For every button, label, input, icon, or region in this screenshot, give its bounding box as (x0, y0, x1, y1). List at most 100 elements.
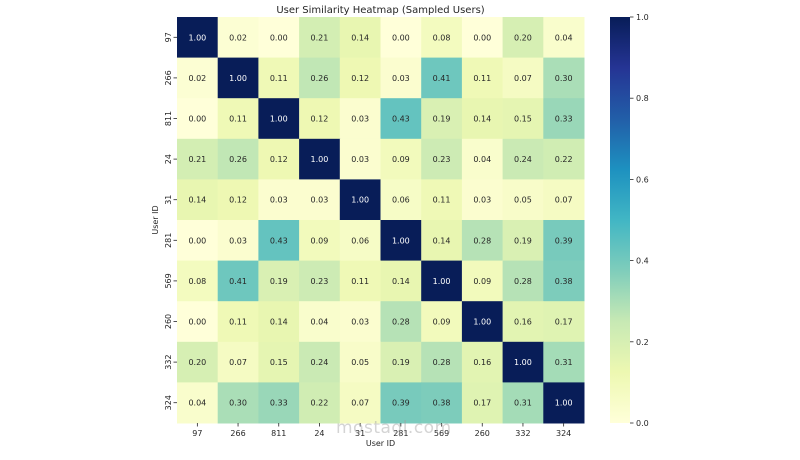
heatmap-cell (299, 260, 341, 302)
colorbar (610, 17, 630, 423)
cell-value-label: 0.28 (392, 318, 410, 327)
x-axis-label: User ID (366, 439, 395, 448)
heatmap-cell (421, 138, 463, 180)
cell-value-label: 0.14 (433, 236, 451, 245)
heatmap-cell (380, 301, 422, 343)
heatmap-cell (177, 301, 219, 343)
x-tick-label: 324 (556, 429, 571, 438)
cell-value-label: 0.20 (188, 358, 206, 367)
heatmap-cell (258, 301, 300, 343)
y-tick-label: 31 (164, 195, 173, 205)
cell-value-label: 0.41 (433, 74, 451, 83)
cell-value-label: 0.24 (514, 155, 532, 164)
cell-value-label: 1.00 (311, 155, 329, 164)
cell-value-label: 0.15 (514, 115, 532, 124)
heatmap-cell (258, 17, 300, 59)
y-tick-label: 332 (164, 354, 173, 369)
cell-value-label: 0.14 (473, 115, 491, 124)
heatmap-cell (543, 138, 585, 180)
heatmap-cell (339, 138, 381, 180)
cell-value-label: 1.00 (473, 318, 491, 327)
cell-value-label: 0.39 (555, 236, 573, 245)
heatmap-cell (258, 138, 300, 180)
heatmap-cell (502, 57, 544, 99)
heatmap-cell (461, 57, 504, 99)
cell-value-label: 0.22 (311, 399, 329, 408)
heatmap-cell (502, 17, 544, 59)
y-axis-ticks: 97 266 811 24 31 281 569 260 332 324 (164, 32, 177, 410)
heatmap-cell (380, 382, 422, 424)
cell-value-label: 0.23 (433, 155, 451, 164)
cell-value-label: 0.06 (392, 196, 410, 205)
cell-value-label: 0.12 (270, 155, 288, 164)
heatmap-cell (421, 57, 463, 99)
heatmap-cell (502, 382, 544, 424)
heatmap-cell (461, 382, 504, 424)
heatmap-cell (299, 179, 341, 221)
cell-value-label: 0.03 (351, 155, 369, 164)
cell-value-label: 0.00 (188, 115, 206, 124)
cell-value-label: 0.28 (473, 236, 491, 245)
heatmap-cell (543, 301, 585, 343)
heatmap-cell (217, 382, 259, 424)
cell-value-label: 0.02 (188, 74, 206, 83)
cell-value-label: 0.02 (229, 33, 247, 42)
cell-value-label: 0.41 (229, 277, 247, 286)
heatmap-cell (299, 57, 341, 99)
cell-value-label: 0.17 (555, 318, 573, 327)
cell-value-label: 1.00 (433, 277, 451, 286)
cell-value-label: 0.09 (392, 155, 410, 164)
y-tick-label: 266 (164, 70, 173, 85)
cell-value-label: 0.09 (311, 236, 329, 245)
heatmap-cell (543, 17, 585, 59)
heatmap-cell (380, 57, 422, 99)
colorbar-tick-label: 1.0 (636, 13, 649, 22)
heatmap-cell (217, 98, 259, 140)
cell-value-label: 0.00 (188, 318, 206, 327)
colorbar-tick-label: 0.6 (636, 175, 649, 184)
heatmap-cell (543, 260, 585, 302)
cell-value-label: 0.17 (473, 399, 491, 408)
cell-value-label: 0.31 (555, 358, 573, 367)
y-tick-label: 97 (164, 32, 173, 42)
heatmap-cell (177, 220, 219, 262)
cell-value-label: 0.19 (270, 277, 288, 286)
heatmap-cell (461, 17, 504, 59)
heatmap-cell (380, 341, 422, 383)
heatmap-cell (380, 179, 422, 221)
y-axis-label: User ID (151, 205, 160, 234)
x-tick-label: 31 (355, 429, 365, 438)
heatmap-cell (339, 382, 381, 424)
cell-value-label: 0.38 (555, 277, 573, 286)
heatmap-cells: 1.00 0.02 0.00 0.21 0.14 0.00 0.08 0.00 0.20 0.04… (177, 17, 585, 424)
heatmap-cell (177, 382, 219, 424)
cell-value-label: 0.19 (392, 358, 410, 367)
cell-value-label: 0.03 (351, 318, 369, 327)
cell-value-label: 0.14 (351, 33, 369, 42)
cell-value-label: 0.16 (514, 318, 532, 327)
heatmap-cell (543, 220, 585, 262)
cell-value-label: 0.22 (555, 155, 573, 164)
cell-value-label: 0.03 (229, 236, 247, 245)
heatmap-cell (380, 220, 422, 262)
cell-value-label: 1.00 (351, 196, 369, 205)
cell-value-label: 0.04 (311, 318, 329, 327)
cell-value-label: 0.19 (514, 236, 532, 245)
heatmap-cell (502, 341, 544, 383)
heatmap-cell (421, 301, 463, 343)
x-tick-label: 24 (314, 429, 324, 438)
cell-value-label: 0.26 (311, 74, 329, 83)
colorbar-tick-label: 0.2 (636, 338, 649, 347)
x-tick-label: 811 (271, 429, 286, 438)
heatmap-cell (461, 98, 504, 140)
cell-value-label: 0.05 (351, 358, 369, 367)
cell-value-label: 0.00 (270, 33, 288, 42)
y-tick-label: 811 (164, 111, 173, 126)
heatmap-cell (543, 179, 585, 221)
cell-value-label: 0.04 (188, 399, 206, 408)
cell-value-label: 0.39 (392, 399, 410, 408)
heatmap-cell (299, 341, 341, 383)
heatmap-cell (339, 260, 381, 302)
cell-value-label: 0.24 (311, 358, 329, 367)
